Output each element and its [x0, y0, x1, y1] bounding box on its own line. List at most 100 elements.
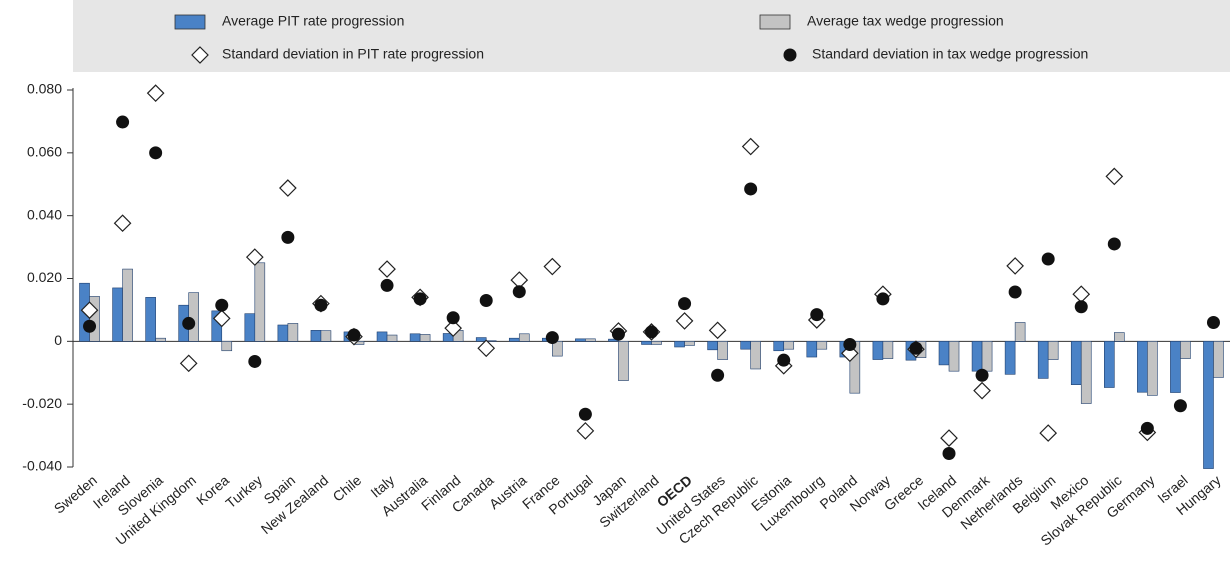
legend-label: Average PIT rate progression	[222, 13, 404, 29]
bar	[641, 341, 652, 345]
y-tick-label: 0.060	[27, 144, 62, 160]
diamond-marker	[940, 429, 958, 447]
bar	[155, 337, 166, 342]
circle-marker	[1107, 237, 1121, 251]
circle-marker	[479, 293, 493, 307]
bar	[651, 341, 662, 345]
bar	[419, 334, 431, 342]
bar	[277, 324, 289, 342]
bar	[1070, 341, 1082, 385]
bar	[684, 341, 695, 346]
circle-marker	[1041, 252, 1055, 266]
bar	[310, 330, 322, 342]
y-tick-label: 0	[54, 332, 62, 348]
bar	[376, 331, 388, 342]
circle-marker	[215, 298, 229, 312]
circle-marker	[380, 278, 394, 292]
y-tick-label: 0.020	[27, 269, 62, 285]
bar	[1147, 341, 1158, 396]
bar	[1037, 341, 1049, 379]
bar	[244, 313, 256, 342]
circle-marker	[645, 325, 658, 339]
diamond-marker	[80, 301, 99, 320]
legend-label: Standard deviation in PIT rate progressi…	[222, 46, 484, 62]
diamond-marker	[675, 312, 694, 330]
bar	[112, 287, 123, 342]
diamond-marker	[245, 248, 264, 266]
diamond-marker	[741, 137, 760, 156]
bar	[1137, 341, 1148, 393]
diamond-marker	[444, 319, 463, 337]
legend-item: Average tax wedge progression	[759, 13, 1004, 30]
bar	[1004, 341, 1016, 375]
circle-marker	[314, 298, 328, 312]
diamond-marker	[1039, 424, 1058, 442]
circle-marker	[810, 308, 824, 322]
bar	[221, 341, 233, 352]
bar	[145, 297, 156, 342]
circle-marker	[744, 182, 758, 196]
diamond-marker	[146, 84, 165, 102]
bar	[320, 330, 332, 342]
bar	[122, 268, 133, 342]
circle-marker	[843, 337, 857, 351]
x-tick-label: Turkey	[222, 472, 265, 511]
diamond-marker	[1072, 285, 1091, 304]
legend-item: Average PIT rate progression	[174, 13, 404, 30]
y-tick-label: -0.020	[22, 395, 62, 411]
circle-marker	[1074, 300, 1088, 314]
legend-swatch	[174, 14, 206, 30]
bar	[1114, 332, 1125, 342]
y-tick-label: 0.080	[27, 81, 62, 97]
circle-marker	[149, 146, 163, 160]
circle-marker	[1008, 285, 1022, 299]
legend-background	[73, 0, 1230, 72]
circle-marker	[711, 368, 725, 382]
bar	[674, 341, 685, 348]
circle-marker	[777, 353, 791, 367]
circle-marker	[1173, 399, 1187, 413]
bar	[575, 338, 586, 342]
x-tick-label: Sweden	[51, 472, 100, 517]
circle-marker	[1140, 421, 1154, 435]
bar	[1203, 341, 1214, 469]
bar	[882, 341, 894, 359]
bar	[1180, 341, 1191, 359]
bar	[948, 341, 960, 372]
diamond-marker	[708, 321, 727, 340]
circle-marker	[512, 285, 526, 299]
bar	[1047, 341, 1059, 360]
bar	[1080, 341, 1092, 404]
diamond-marker	[113, 214, 132, 233]
circle-marker	[83, 319, 97, 333]
bar	[287, 323, 299, 342]
circle-marker	[545, 331, 559, 345]
diamond-marker	[212, 309, 231, 328]
circle-marker	[611, 327, 625, 341]
circle-marker	[942, 446, 956, 460]
bar	[1104, 341, 1115, 388]
diamond-marker	[1006, 257, 1024, 275]
y-tick-label: -0.040	[22, 458, 62, 474]
diamond-marker	[191, 46, 209, 64]
diamond-marker	[576, 422, 595, 440]
bar	[508, 337, 520, 342]
legend-label: Average tax wedge progression	[807, 13, 1004, 29]
bar	[971, 341, 983, 372]
bar	[773, 341, 785, 352]
circle-marker	[116, 115, 130, 129]
bar	[585, 338, 596, 342]
bar	[806, 341, 818, 358]
legend-item: Standard deviation in PIT rate progressi…	[191, 46, 484, 64]
diamond-marker	[378, 260, 396, 278]
circle-marker	[446, 311, 460, 325]
bar	[872, 341, 884, 360]
bar	[707, 341, 718, 351]
circle-marker	[248, 354, 262, 368]
bar	[938, 341, 950, 366]
circle-marker	[1206, 315, 1220, 329]
diamond-marker	[973, 381, 991, 400]
bar	[750, 341, 761, 370]
bar	[1213, 341, 1224, 378]
